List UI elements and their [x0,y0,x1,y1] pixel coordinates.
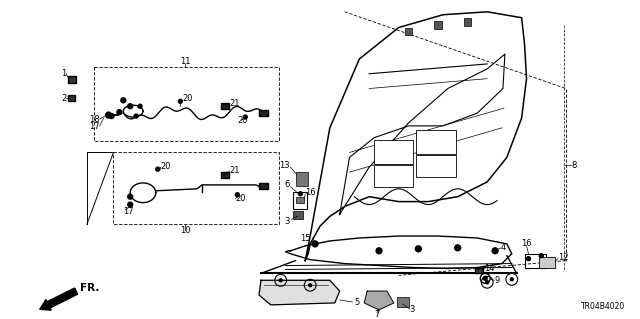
Circle shape [312,241,318,247]
Circle shape [128,202,132,207]
Text: 16: 16 [520,239,531,249]
Circle shape [308,284,312,287]
Text: 21: 21 [230,99,240,108]
Bar [434,21,442,28]
Bar [294,192,307,210]
Text: 17: 17 [89,122,100,131]
Bar [417,155,456,177]
Bar [374,140,413,164]
Circle shape [455,245,461,251]
Circle shape [128,194,132,199]
Circle shape [128,104,132,109]
Bar [294,211,303,219]
Bar [374,165,413,187]
Text: 20: 20 [236,194,246,203]
Bar [540,257,555,269]
Circle shape [298,192,302,196]
Text: 11: 11 [180,57,191,66]
Text: 18: 18 [89,115,100,123]
Text: 12: 12 [558,253,568,262]
Bar [476,269,483,273]
Text: 14: 14 [484,264,495,273]
Text: TR04B4020: TR04B4020 [580,302,625,311]
Circle shape [236,193,239,197]
Text: FR.: FR. [80,283,99,293]
Bar [463,18,472,26]
Circle shape [138,104,142,108]
Circle shape [510,278,513,281]
Circle shape [483,276,487,280]
Text: 8: 8 [572,161,577,170]
Bar [68,95,75,101]
Text: 17: 17 [124,207,134,216]
Circle shape [156,167,160,171]
Circle shape [134,114,138,118]
Circle shape [117,110,122,115]
Circle shape [376,248,382,254]
Bar [221,172,228,178]
Text: 16: 16 [305,188,316,197]
Circle shape [106,112,111,118]
Text: 13: 13 [279,161,289,170]
Text: 20: 20 [237,116,248,125]
Circle shape [279,279,282,282]
Text: 1: 1 [61,69,67,78]
Text: 7: 7 [374,310,380,319]
Polygon shape [364,291,394,310]
Text: 5: 5 [355,298,360,308]
FancyArrow shape [40,288,77,310]
Circle shape [109,114,114,119]
Bar [397,297,408,307]
Text: 9: 9 [494,276,499,285]
Text: 3: 3 [410,305,415,314]
Circle shape [540,254,543,258]
Bar [525,254,546,268]
Circle shape [243,115,247,119]
Text: 3: 3 [284,217,289,226]
Text: 2: 2 [61,94,67,103]
Text: 6: 6 [284,180,289,189]
Bar [417,130,456,154]
Circle shape [492,248,498,254]
Text: 20: 20 [161,162,171,171]
Text: 21: 21 [230,166,240,174]
Text: 10: 10 [180,226,191,235]
Bar [296,197,304,203]
Bar [68,76,76,83]
Circle shape [415,246,421,252]
Bar [221,103,228,109]
Text: 20: 20 [182,94,193,103]
Text: 15: 15 [300,234,310,242]
Text: 4: 4 [501,243,506,252]
Circle shape [121,98,126,103]
Bar [404,27,412,35]
Polygon shape [259,280,340,305]
Circle shape [486,281,489,284]
Circle shape [179,99,182,103]
Bar [259,183,268,189]
Bar [296,172,308,186]
Circle shape [527,257,531,261]
Bar [259,110,268,116]
